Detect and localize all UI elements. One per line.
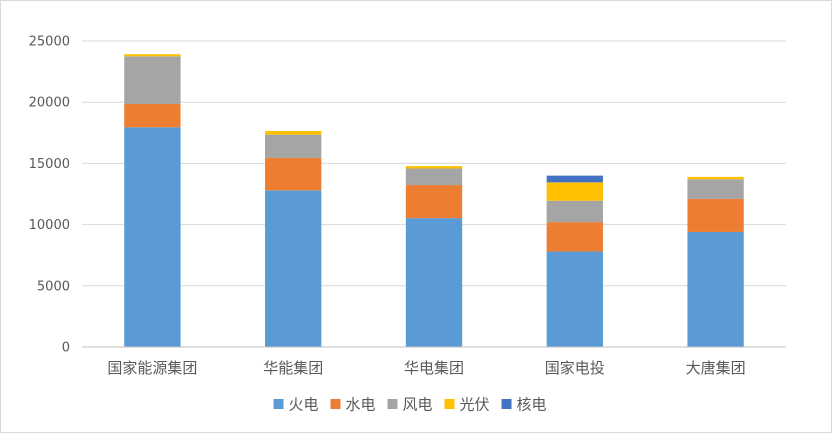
bar-segment xyxy=(546,222,603,252)
legend-label: 风电 xyxy=(403,396,433,414)
bar-segment xyxy=(265,130,322,135)
bar-segment xyxy=(687,179,744,199)
bar-segment xyxy=(546,251,603,347)
legend: 火电 水电 风电 光伏 核电 xyxy=(273,396,547,414)
bar-segment xyxy=(546,182,603,201)
y-tick-label: 25000 xyxy=(29,35,70,50)
y-tick-label: 10000 xyxy=(29,218,70,233)
bar-segment xyxy=(265,190,322,347)
bar-segment xyxy=(687,198,744,232)
y-tick-label: 0 xyxy=(62,341,70,356)
bar-segment xyxy=(124,127,181,348)
bar-segment xyxy=(687,231,744,347)
bars xyxy=(124,54,744,348)
legend-label: 水电 xyxy=(346,396,376,414)
legend-swatch xyxy=(273,399,284,409)
bar-segment xyxy=(124,104,181,128)
legend-swatch xyxy=(501,399,512,409)
y-tick-label: 15000 xyxy=(29,157,70,172)
bar-segment xyxy=(405,168,463,186)
category-label: 华能集团 xyxy=(263,359,323,377)
bar-segment xyxy=(124,54,181,57)
legend-swatch xyxy=(444,399,455,409)
legend-label: 核电 xyxy=(517,396,547,414)
legend-swatch xyxy=(387,399,398,409)
legend-label: 火电 xyxy=(289,396,319,414)
bar-segment xyxy=(124,56,181,105)
bar-segment xyxy=(546,200,603,223)
bar-segment xyxy=(265,157,322,191)
bar-segment xyxy=(405,218,463,347)
y-tick-label: 20000 xyxy=(29,96,70,111)
bar-segment xyxy=(687,176,744,180)
x-axis: 国家能源集团 华能集团 华电集团 国家电投 大唐集团 xyxy=(82,346,786,377)
category-label: 大唐集团 xyxy=(686,359,746,377)
y-tick-label: 5000 xyxy=(37,279,70,294)
category-label: 国家能源集团 xyxy=(107,359,197,377)
bar-segment xyxy=(405,185,463,219)
legend-label: 光伏 xyxy=(460,396,490,414)
legend-swatch xyxy=(330,399,341,409)
y-axis: 0 5000 10000 15000 20000 25000 xyxy=(29,35,70,356)
category-label: 华电集团 xyxy=(404,359,464,377)
category-label: 国家电投 xyxy=(545,359,605,377)
bar-segment xyxy=(546,175,603,183)
bar-segment xyxy=(265,134,322,158)
bar-segment xyxy=(405,166,463,169)
